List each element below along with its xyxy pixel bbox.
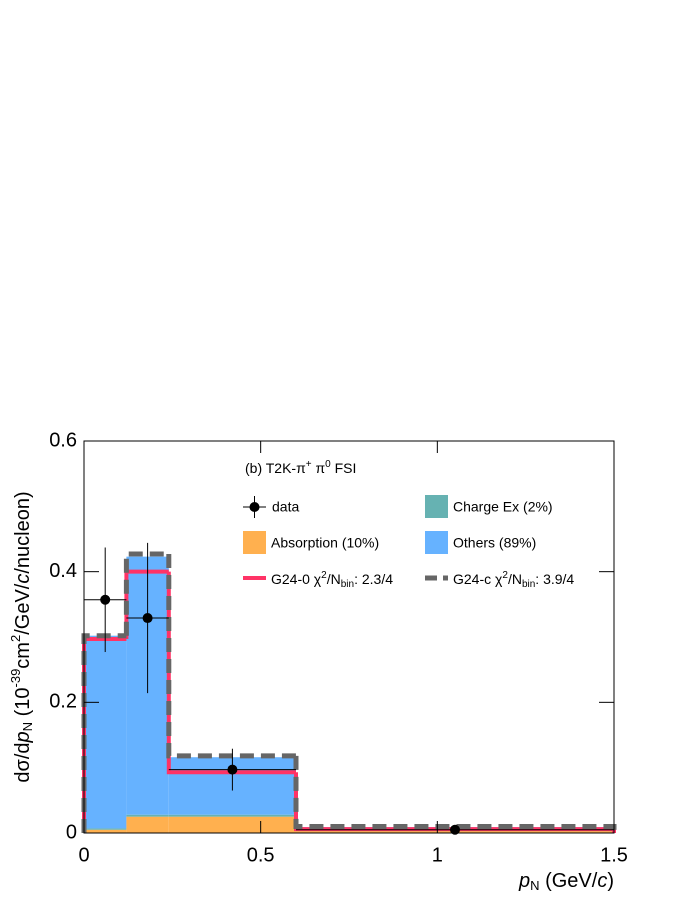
legend-label: G24-c χ2/Nbin: 3.9/4 — [453, 570, 574, 590]
legend-label: data — [272, 499, 299, 515]
x-tick-label: 1.5 — [600, 844, 628, 866]
y-tick-label: 0.6 — [49, 429, 77, 451]
label-part: dσ/d — [12, 742, 34, 782]
legend: data Charge Ex (2%) Absorption (10%) Oth… — [243, 495, 574, 590]
label-part: c — [12, 574, 34, 584]
annotation: (b) T2K-π+ π0 FSI — [245, 459, 356, 476]
label-part: N — [20, 722, 35, 731]
legend-swatch — [425, 495, 448, 518]
model-line — [166, 554, 296, 759]
x-axis-label: pN (GeV/c) — [518, 870, 614, 893]
label-part: p — [12, 731, 34, 743]
label-part: p — [518, 870, 530, 892]
y-tick-label: 0 — [66, 821, 77, 843]
legend-part: bin — [341, 579, 354, 590]
label-part: cm — [12, 642, 34, 669]
label-part: (10 — [12, 687, 34, 721]
legend-label: Absorption (10%) — [271, 535, 379, 551]
y-tick-label: 0.4 — [49, 560, 77, 582]
annotation-part: + — [306, 459, 312, 470]
legend-part: : 3.9/4 — [535, 571, 574, 587]
annotation-part: (b) T2K-π — [245, 460, 306, 476]
annotation-part: FSI — [331, 460, 357, 476]
legend-part: G24-0 χ — [271, 571, 322, 587]
legend-part: 2 — [502, 570, 508, 581]
data-point — [450, 824, 460, 835]
data-point — [142, 613, 153, 624]
legend-part: : 2.3/4 — [354, 571, 393, 587]
x-tick-label: 1 — [432, 844, 443, 866]
data-point — [100, 594, 111, 605]
annotation-part: 0 — [325, 459, 331, 470]
label-part: c — [597, 870, 607, 892]
legend-label: Charge Ex (2%) — [453, 499, 553, 515]
bar-segment — [126, 816, 169, 833]
legend-label: G24-0 χ2/Nbin: 2.3/4 — [271, 570, 393, 590]
y-axis-label: dσ/dpN (10-39cm2/GeV/c/nucleon) — [8, 491, 35, 782]
annotation-part: π — [312, 460, 326, 476]
label-part: /nucleon) — [12, 491, 34, 573]
label-part: 2 — [8, 635, 23, 642]
model-line — [294, 772, 616, 833]
legend-marker — [249, 502, 260, 512]
label-part: /GeV/ — [12, 583, 34, 635]
plot-area — [81, 542, 617, 835]
bar-segment — [126, 814, 169, 817]
label-part: (GeV/ — [540, 870, 598, 892]
bar-segment — [84, 829, 127, 833]
label-part: ) — [607, 870, 614, 892]
legend-part: G24-c χ — [453, 571, 503, 587]
label-part: -39 — [8, 669, 23, 688]
legend-part: /N — [327, 571, 341, 587]
legend-label: Others (89%) — [453, 535, 536, 551]
legend-part: /N — [508, 571, 522, 587]
data-point — [227, 764, 238, 775]
model-line — [166, 571, 296, 775]
bar-segment — [84, 828, 127, 830]
legend-part: 2 — [321, 570, 327, 581]
model-line — [293, 755, 617, 833]
bar-segment — [168, 816, 296, 833]
model-line — [123, 551, 169, 636]
frame — [83, 440, 615, 834]
y-tick-label: 0.2 — [49, 691, 77, 713]
legend-part: bin — [522, 579, 535, 590]
x-tick-label: 0 — [78, 844, 89, 866]
bar-segment — [84, 635, 127, 829]
bar-segment — [168, 814, 296, 817]
x-tick-label: 0.5 — [247, 844, 275, 866]
legend-swatch — [243, 531, 266, 554]
legend-swatch — [425, 531, 448, 554]
label-part: N — [530, 878, 539, 893]
